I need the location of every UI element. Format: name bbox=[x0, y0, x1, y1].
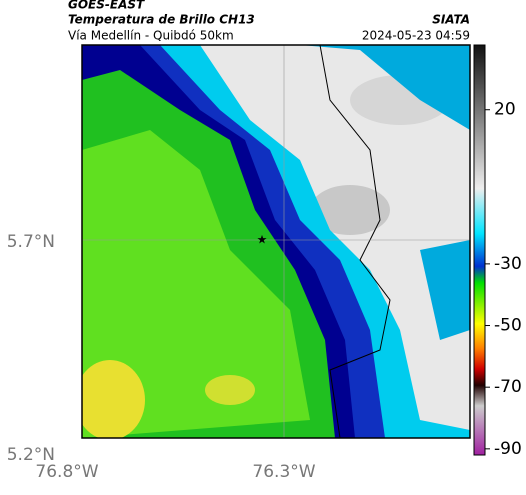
lon-label: 76.8°W bbox=[35, 462, 98, 482]
colorbar-tick-label: -70 bbox=[494, 377, 522, 397]
colorbar-tick-label: -50 bbox=[494, 316, 522, 336]
colorbar-tick-label: 20 bbox=[494, 100, 516, 120]
lat-label: 5.2°N bbox=[7, 445, 55, 465]
satellite-image: ★ bbox=[82, 45, 470, 438]
map-frame bbox=[81, 44, 471, 439]
svg-text:★: ★ bbox=[257, 233, 268, 247]
title: Temperatura de Brillo CH13 bbox=[68, 13, 255, 27]
lon-label: 76.3°W bbox=[252, 462, 315, 482]
lat-label: 5.7°N bbox=[7, 232, 55, 252]
brand: SIATA bbox=[432, 13, 470, 27]
source: GOES-EAST bbox=[68, 0, 145, 12]
subtitle: Vía Medellín - Quibdó 50km bbox=[68, 29, 234, 43]
colorbar-tick-label: -90 bbox=[494, 439, 522, 459]
colorbar-tick-label: -30 bbox=[494, 254, 522, 274]
timestamp: 2024-05-23 04:59 bbox=[362, 29, 470, 43]
colorbar bbox=[473, 44, 486, 456]
